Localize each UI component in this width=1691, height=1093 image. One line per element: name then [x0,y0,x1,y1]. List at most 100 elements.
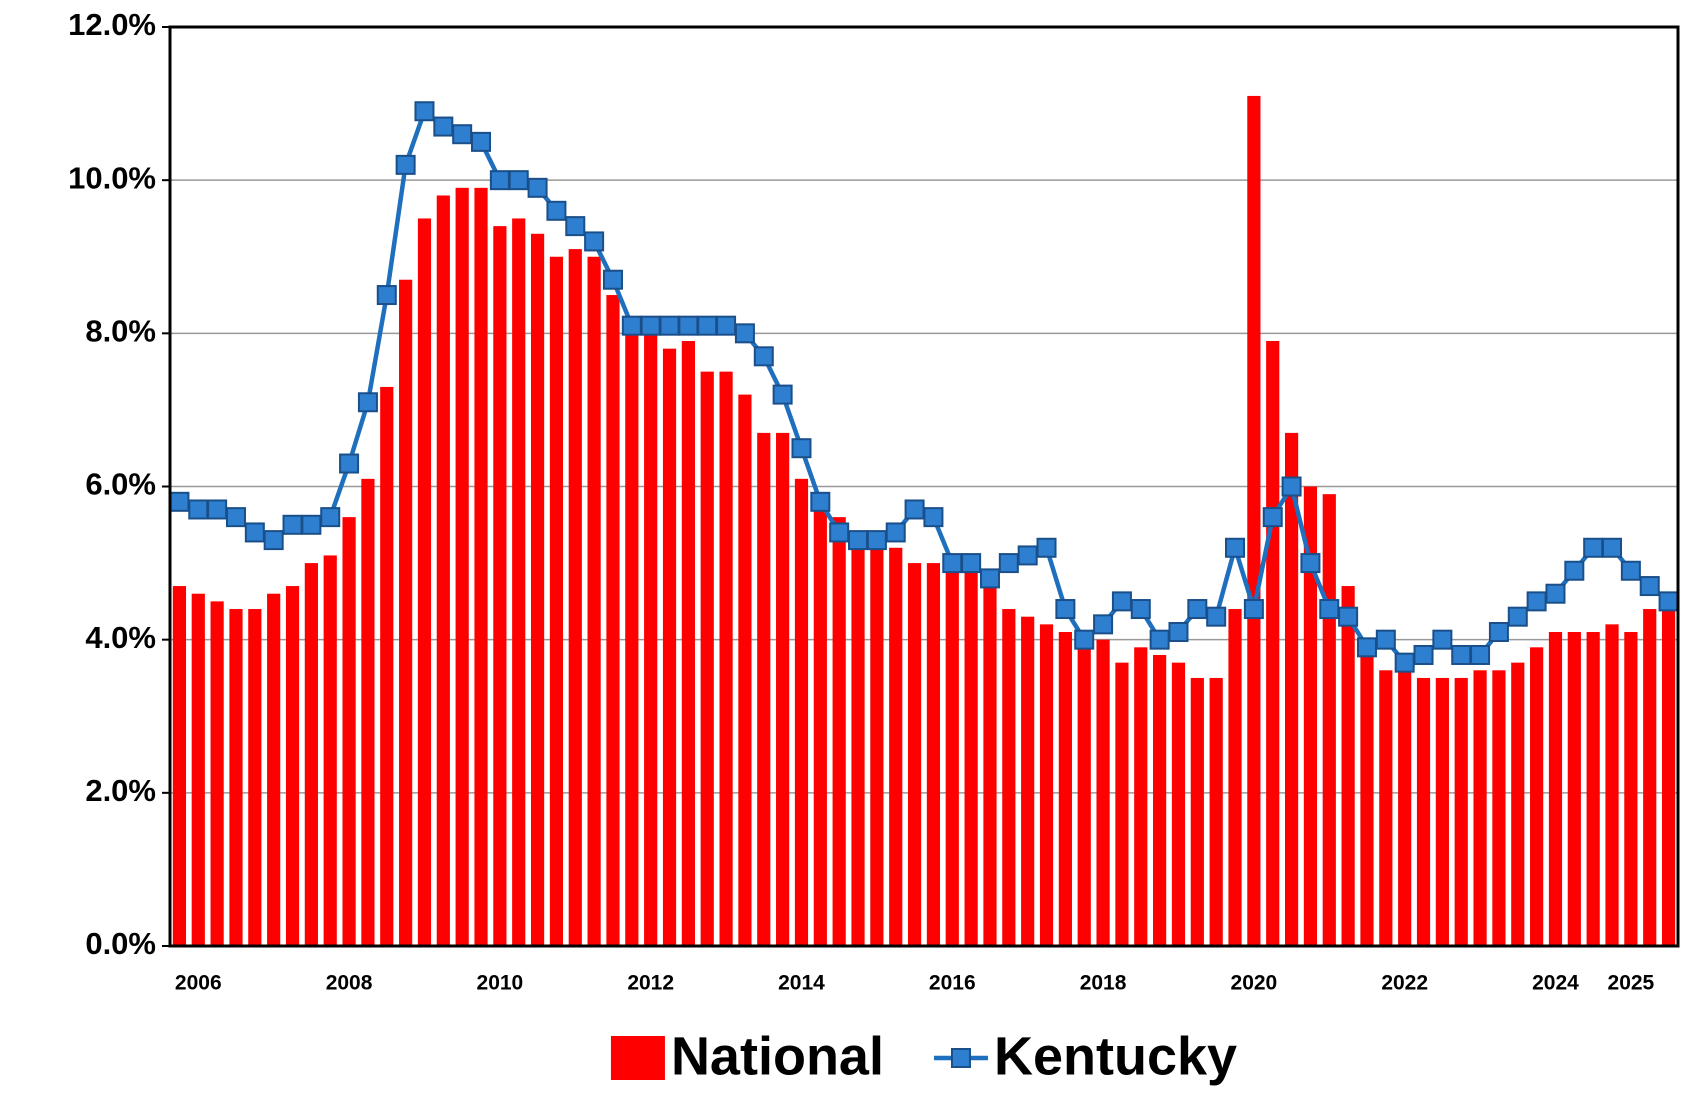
bar [1379,670,1393,946]
legend-swatch [610,1036,665,1080]
bar [1153,654,1167,946]
bar [1548,632,1563,946]
bar [248,609,262,946]
marker [339,453,360,474]
marker [471,131,492,152]
bar [530,233,545,946]
bar [1077,647,1091,946]
bar [907,563,922,946]
bar [776,432,790,946]
bar [493,226,507,946]
marker [772,384,793,405]
marker [848,530,869,551]
marker [546,200,567,221]
bar [964,570,978,946]
marker [508,170,529,191]
x-tick-label: 2012 [627,972,674,995]
bar [700,371,714,946]
bar [172,586,187,946]
legend-label: National [671,1026,884,1086]
marker [716,315,737,336]
marker [1168,622,1189,643]
marker [414,101,435,122]
marker [1262,507,1283,528]
bar [1435,677,1449,946]
bar [417,218,432,947]
marker [659,315,680,336]
bar [436,195,450,946]
marker [1206,606,1227,627]
marker [753,346,774,367]
bar [380,386,394,947]
bar [1360,647,1374,946]
bar [719,371,733,946]
marker [169,491,190,512]
legend-label: Kentucky [994,1026,1237,1086]
marker [678,315,699,336]
bar [1398,670,1412,946]
x-tick-label: 2008 [326,972,373,995]
marker [1149,629,1170,650]
marker [1451,644,1472,665]
bar [1492,670,1506,946]
bar [1473,670,1487,946]
legend: National Kentucky [610,1026,1237,1086]
marker [866,530,887,551]
bar [662,348,677,946]
marker [1225,537,1246,558]
marker [1639,576,1660,597]
marker [1583,537,1604,558]
bar [1643,609,1657,946]
marker [376,285,397,306]
marker [791,438,812,459]
marker [301,514,322,535]
legend-swatch [950,1048,971,1068]
bar [1341,586,1355,946]
bar [1039,624,1054,946]
marker [207,499,228,520]
marker [320,507,341,528]
bar [1190,677,1204,946]
bar [1586,632,1600,946]
marker [1356,637,1377,658]
bar [1530,647,1544,946]
bar [1567,632,1581,946]
x-tick-label: 2018 [1080,972,1127,995]
marker [1187,599,1208,620]
bar [1303,486,1318,946]
marker [225,507,246,528]
y-tick-label: 8.0% [85,314,156,349]
marker [1658,591,1679,612]
bar [587,256,601,946]
bar [644,333,658,946]
bar [304,563,318,946]
bar [229,609,243,946]
x-tick-label: 2016 [929,972,976,995]
marker [357,392,378,413]
marker [188,499,209,520]
x-tick-label: 2014 [778,972,825,995]
bar [1247,95,1261,947]
marker [885,522,906,543]
y-tick-label: 6.0% [85,467,156,502]
bar [1416,677,1431,946]
bar [1605,624,1619,946]
bar [1266,340,1280,946]
bar [1624,632,1638,946]
plot-frame [168,25,1680,948]
bar [1021,616,1035,946]
bar [1661,609,1676,946]
marker [1055,599,1076,620]
bar [794,478,809,946]
y-tick-label: 2.0% [85,773,156,808]
y-tick-label: 10.0% [68,160,156,195]
marker [923,507,944,528]
bar [1115,662,1129,946]
bar [681,340,695,946]
marker [1074,629,1095,650]
x-tick-label: 2020 [1231,972,1278,995]
bar [926,563,941,946]
bar [813,509,827,946]
marker [1319,599,1340,620]
